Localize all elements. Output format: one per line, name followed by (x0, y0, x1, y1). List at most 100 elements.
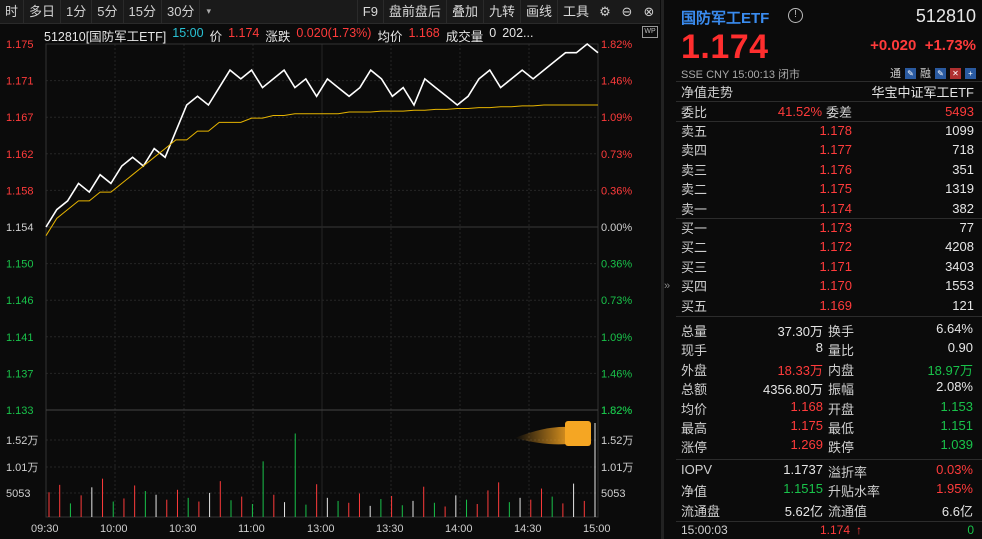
pct-tick-label: 1.46% (601, 368, 632, 380)
right-stat: 换手 6.64% (828, 321, 973, 340)
tab-1min[interactable]: 1分 (61, 0, 93, 24)
left-stat-value: 1.175 (790, 418, 823, 433)
tool-pre-post-market[interactable]: 盘前盘后 (382, 0, 446, 24)
time-tick-label: 14:30 (514, 523, 542, 535)
ask-row[interactable]: 卖二 1.175 1319 (676, 179, 982, 198)
left-stat: 总量 37.30万 (681, 321, 823, 340)
tab-15min[interactable]: 15分 (124, 0, 162, 24)
left-stat: 均价 1.168 (681, 399, 823, 418)
price-axis-labels: 1.175 1.82% 1.171 1.46% 1.167 1.09% 1.162 0.73%… (6, 39, 633, 500)
weibi-row: 委比 41.52% 委差 5493 (676, 102, 982, 121)
edit-icon-2[interactable]: ✎ (935, 67, 946, 79)
close-circle-icon[interactable]: ⊗ (643, 3, 655, 19)
pct-tick-label: 1.09% (601, 112, 632, 124)
ask-row[interactable]: 卖一 1.174 382 (676, 199, 982, 218)
time-axis-labels: 09:30 10:00 10:30 11:00 13:00 13:30 14:00 14:30… (31, 523, 611, 535)
bid-price: 1.172 (819, 239, 852, 255)
left-stat: 现手 8 (681, 340, 823, 359)
left-stat: 涨停 1.269 (681, 437, 823, 456)
security-name[interactable]: 国防军工ETF (681, 10, 770, 27)
ask-row[interactable]: 卖五 1.178 1099 (676, 121, 982, 140)
right-stat-value: 1.151 (940, 418, 973, 433)
bid-label: 买五 (681, 298, 708, 314)
pct-tick-label: 1.82% (601, 39, 632, 51)
minimize-icon[interactable]: ⊖ (621, 3, 633, 19)
info-price: 1.174 (228, 26, 260, 40)
left-stat-label: 总额 (681, 382, 708, 398)
left-stat-value: 18.33万 (777, 362, 823, 378)
right-stat: 最低 1.151 (828, 418, 973, 437)
time-tick-label: 11:00 (238, 523, 265, 535)
price-tick-label: 1.175 (6, 39, 34, 51)
tab-5min[interactable]: 5分 (92, 0, 124, 24)
info-date: 202... (502, 26, 534, 40)
right-stat: 开盘 1.153 (828, 399, 973, 418)
left-stat-label: 均价 (681, 401, 708, 417)
panel-divider[interactable] (661, 0, 664, 539)
tool-draw-line[interactable]: 画线 (519, 0, 557, 24)
chart-grid (45, 43, 599, 518)
close-square-icon[interactable]: ✕ (950, 67, 961, 79)
bid-row[interactable]: 买四 1.170 1553 (676, 276, 982, 295)
intraday-chart[interactable]: 1.175 1.82% 1.171 1.46% 1.167 1.09% 1.162 0.73%… (0, 24, 660, 539)
time-tick-label: 10:30 (169, 523, 197, 535)
right-stat: 跌停 1.039 (828, 437, 973, 456)
volume-bars (48, 423, 596, 517)
left-stat-label: 涨停 (681, 440, 708, 456)
ask-price: 1.176 (819, 161, 852, 177)
vol-tick-label: 1.01万 (6, 462, 38, 474)
tool-tools[interactable]: 工具 (556, 0, 594, 24)
badge-tong: 通 (890, 68, 901, 80)
right-stat-label: 开盘 (828, 401, 855, 417)
price-tick-label: 1.162 (6, 149, 34, 161)
info-icon[interactable]: ! (788, 8, 803, 23)
settings-gear-icon[interactable]: ⚙ (599, 3, 611, 19)
right-stat-value: 2.08% (936, 379, 973, 395)
left-stat: 最高 1.175 (681, 418, 823, 437)
edit-icon[interactable]: ✎ (905, 67, 916, 79)
time-tick-label: 14:00 (445, 523, 473, 535)
marker-trail (515, 426, 568, 445)
period-dropdown-icon[interactable]: ▾ (206, 6, 211, 16)
right-stat-label: 内盘 (828, 362, 855, 378)
price-tick-label: 1.167 (6, 112, 34, 124)
left-stat-value: 1.168 (790, 398, 823, 414)
ask-row[interactable]: 卖四 1.177 718 (676, 140, 982, 159)
pct-tick-label: 1.46% (601, 76, 632, 88)
bid-price: 1.170 (819, 278, 852, 294)
nav-trend-link[interactable]: 净值走势 (681, 85, 734, 100)
tab-30min[interactable]: 30分 (162, 0, 201, 24)
badges: 通 ✎ 融 ✎ ✕ + (890, 65, 976, 81)
bid-row[interactable]: 买一 1.173 77 (676, 218, 982, 237)
chart-frame (45, 43, 599, 518)
left-stat-label: 现手 (681, 343, 708, 359)
price-tick-label: 1.150 (6, 259, 34, 271)
etf-right-stat-label: 流通值 (828, 503, 868, 519)
tool-nine-turn[interactable]: 九转 (482, 0, 520, 24)
expand-chevron-icon[interactable]: » (664, 280, 671, 292)
price-line (45, 42, 599, 228)
bid-row[interactable]: 买三 1.171 3403 (676, 257, 982, 276)
wp-badge-icon[interactable]: WP (642, 26, 658, 38)
bid-label: 买二 (681, 240, 708, 256)
ask-row[interactable]: 卖三 1.176 351 (676, 160, 982, 179)
tab-timeshare[interactable]: 时 (0, 0, 25, 24)
add-square-icon[interactable]: + (965, 67, 976, 79)
fund-full-name: 华宝中证军工ETF (871, 85, 974, 100)
price-tick-label: 1.171 (6, 76, 34, 88)
bid-volume: 4208 (945, 239, 974, 255)
quote-panel: 国防军工ETF ! 512810 1.174 +0.020 +1.73% SSE… (676, 0, 982, 539)
right-stat: 振幅 2.08% (828, 379, 973, 398)
bid-row[interactable]: 买五 1.169 121 (676, 296, 982, 315)
etf-left-stat-label: 净值 (681, 484, 708, 500)
separator (676, 81, 982, 82)
tab-multiday[interactable]: 多日 (24, 0, 62, 24)
bid-row[interactable]: 买二 1.172 4208 (676, 237, 982, 256)
ask-volume: 718 (952, 142, 974, 158)
left-stat-value: 8 (815, 340, 823, 356)
info-change-label: 涨跌 (265, 30, 291, 44)
price-tick-label: 1.146 (6, 295, 34, 307)
tool-f9[interactable]: F9 (356, 0, 383, 24)
right-stat: 量比 0.90 (828, 340, 973, 359)
tool-overlay[interactable]: 叠加 (445, 0, 483, 24)
